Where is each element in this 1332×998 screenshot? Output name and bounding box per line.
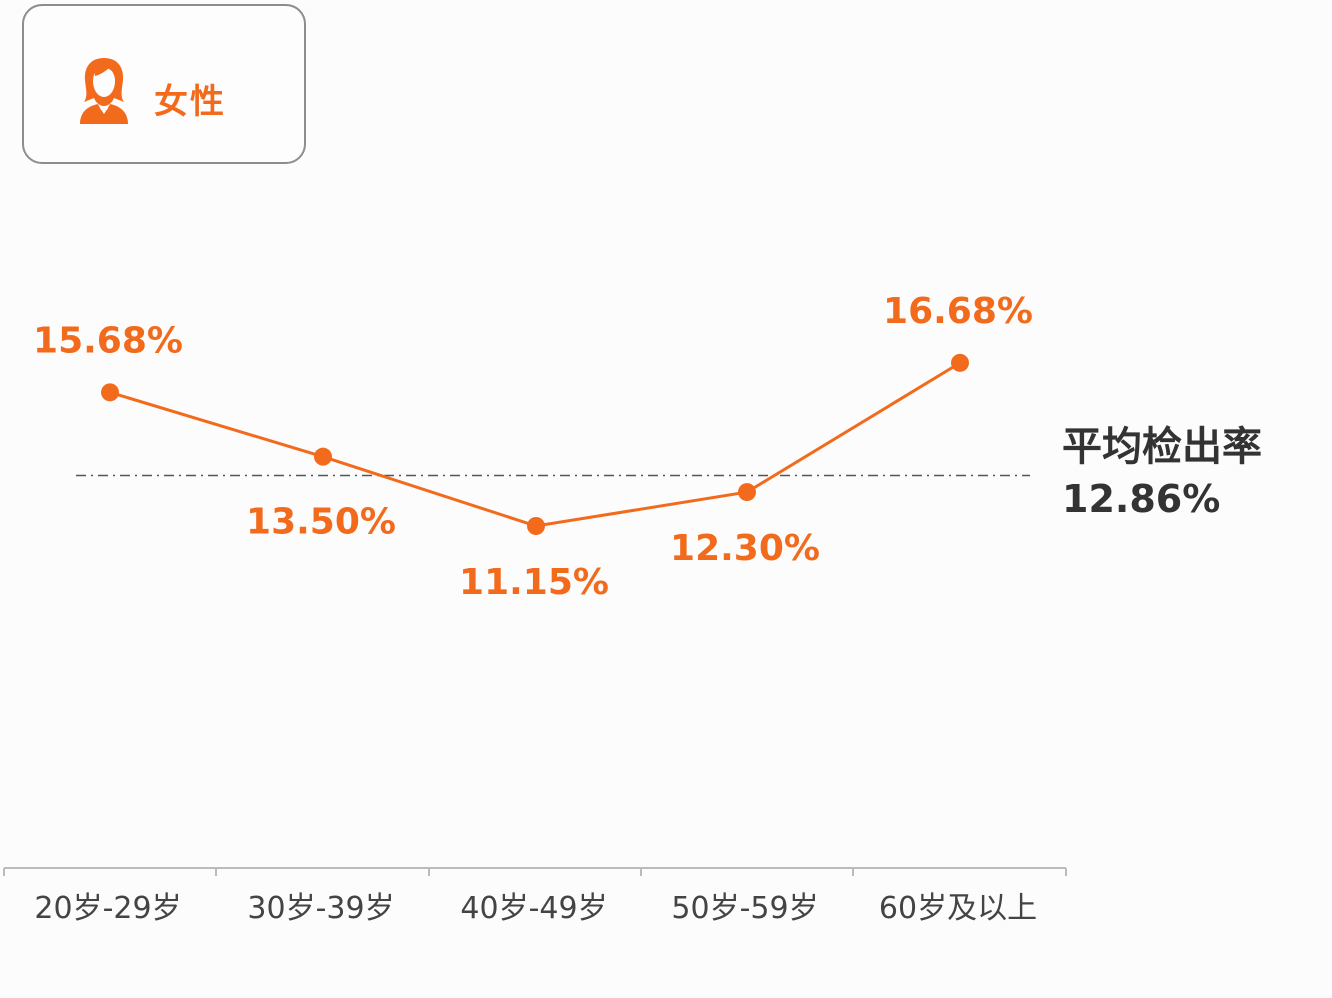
data-point <box>101 383 119 402</box>
average-label: 平均检出率 <box>1062 424 1262 470</box>
x-tick-label: 30岁-39岁 <box>247 891 394 926</box>
data-label: 11.15% <box>459 562 609 603</box>
data-label: 15.68% <box>33 320 183 361</box>
data-point <box>738 483 756 502</box>
data-label: 16.68% <box>883 291 1033 332</box>
data-label: 13.50% <box>246 502 396 543</box>
x-tick-label: 50岁-59岁 <box>671 891 818 926</box>
gender-card: 女性 <box>22 4 306 164</box>
data-label: 12.30% <box>670 528 820 569</box>
x-tick-label: 60岁及以上 <box>879 891 1037 926</box>
data-point <box>527 517 545 535</box>
data-point <box>314 447 332 466</box>
x-tick-label: 40岁-49岁 <box>460 891 607 926</box>
average-value-label: 12.86% <box>1062 477 1220 521</box>
x-tick-label: 20岁-29岁 <box>34 891 181 926</box>
gender-label: 女性 <box>154 82 226 122</box>
female-person-icon <box>80 58 128 124</box>
data-point <box>951 353 969 372</box>
series-line <box>109 361 961 528</box>
